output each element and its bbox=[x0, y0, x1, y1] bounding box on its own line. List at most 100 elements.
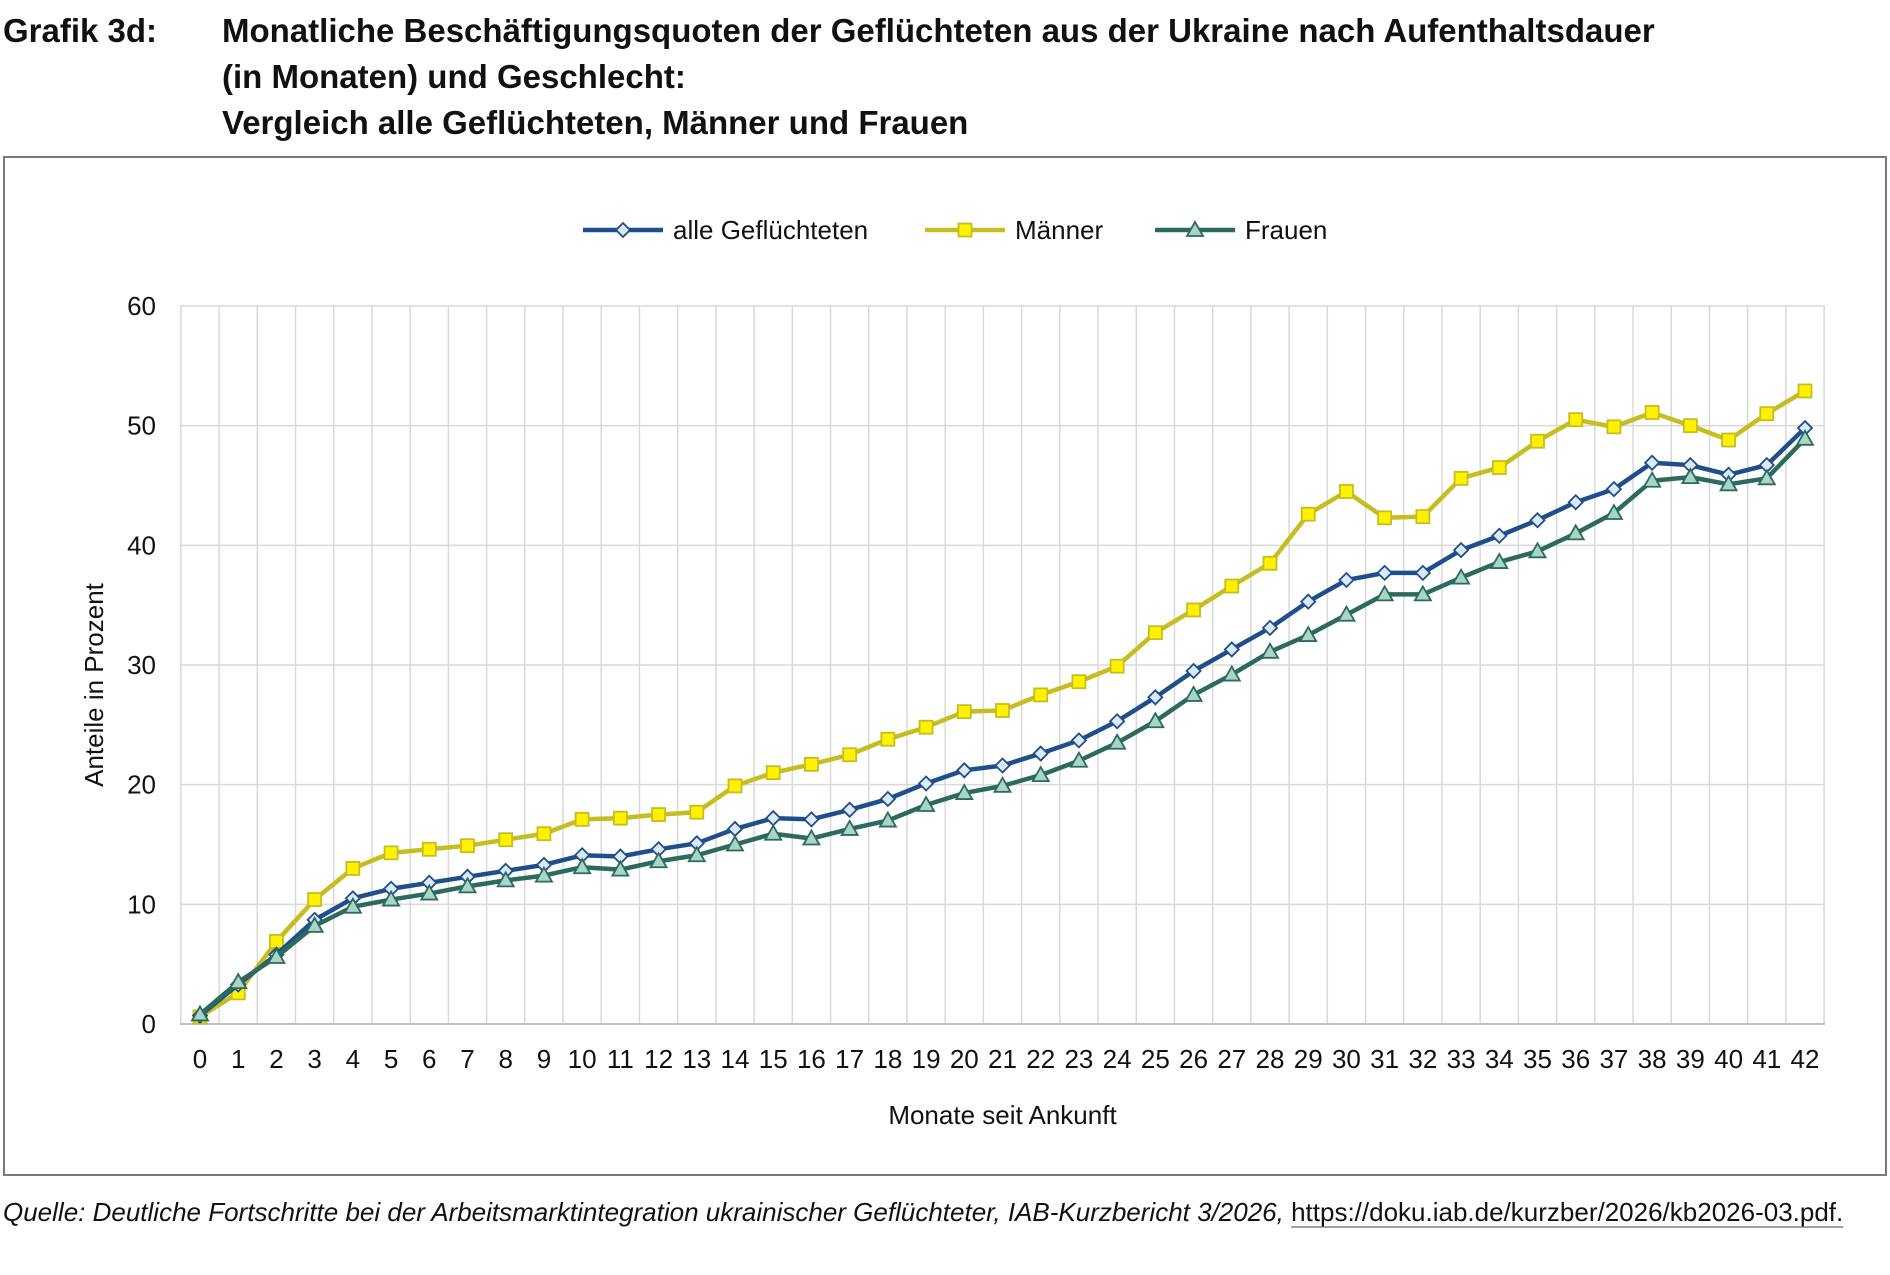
y-tick-labels: 0 10 20 30 40 50 60 bbox=[127, 291, 156, 1039]
data-point-alle bbox=[1338, 571, 1355, 589]
x-tick-label: 34 bbox=[1485, 1044, 1514, 1074]
data-point-alle bbox=[1414, 564, 1432, 582]
data-point-maenner bbox=[1644, 405, 1660, 420]
data-point-frauen bbox=[1413, 584, 1433, 602]
data-point-frauen bbox=[305, 916, 325, 933]
x-axis-label: Monate seit Ankunft bbox=[888, 1100, 1117, 1130]
data-point-frauen bbox=[1031, 765, 1051, 782]
data-point-maenner bbox=[1224, 578, 1240, 594]
data-point-maenner bbox=[536, 826, 552, 842]
data-point-maenner bbox=[1568, 412, 1584, 428]
x-tick-label: 20 bbox=[950, 1044, 979, 1074]
data-point-alle bbox=[1643, 454, 1661, 472]
data-point-frauen bbox=[1222, 664, 1242, 682]
data-point-maenner bbox=[1147, 625, 1163, 641]
x-tick-label: 16 bbox=[797, 1044, 826, 1074]
data-point-maenner bbox=[1033, 687, 1049, 703]
data-point-alle bbox=[1147, 689, 1164, 706]
x-tick-label: 25 bbox=[1141, 1044, 1170, 1074]
y-tick-label: 0 bbox=[142, 1009, 156, 1039]
data-point-frauen bbox=[954, 783, 974, 800]
data-point-alle bbox=[1108, 712, 1126, 730]
legend-item-alle: alle Geflüchteten bbox=[583, 215, 868, 245]
x-tick-labels: 0 1 2 3 4 5 6 7 8 9 10 11 12 13 14 15 16 17 18 19 20 21 22 23 24… bbox=[193, 1044, 1820, 1074]
data-point-alle bbox=[1223, 641, 1241, 658]
data-point-frauen bbox=[1260, 642, 1280, 659]
data-point-frauen bbox=[381, 889, 401, 907]
x-tick-label: 23 bbox=[1064, 1044, 1093, 1074]
data-point-frauen bbox=[1795, 429, 1815, 446]
x-tick-label: 26 bbox=[1179, 1044, 1208, 1074]
x-tick-label: 14 bbox=[721, 1044, 750, 1074]
x-tick-label: 11 bbox=[607, 1044, 634, 1074]
x-tick-label: 37 bbox=[1599, 1044, 1628, 1074]
data-point-frauen bbox=[1375, 584, 1395, 602]
data-point-frauen bbox=[763, 823, 783, 841]
data-point-maenner bbox=[498, 832, 514, 848]
x-tick-label: 29 bbox=[1294, 1044, 1323, 1074]
chart-frame: 0 10 20 30 40 50 60 0 1 2 3 4 5 6 7 8 9 10 11 12 13 14 15 16 17 1… bbox=[3, 156, 1887, 1176]
x-tick-label: 4 bbox=[346, 1044, 360, 1074]
data-point-frauen bbox=[1719, 474, 1739, 492]
data-point-maenner bbox=[1377, 510, 1393, 526]
data-point-frauen bbox=[1757, 468, 1777, 486]
y-tick-label: 60 bbox=[127, 291, 156, 321]
data-point-frauen bbox=[1298, 625, 1318, 642]
data-point-frauen bbox=[1145, 711, 1165, 729]
figure-title-line-3: Vergleich alle Geflüchteten, Männer und … bbox=[222, 104, 969, 141]
data-point-frauen bbox=[534, 865, 554, 883]
x-tick-label: 19 bbox=[912, 1044, 941, 1074]
legend: alle Geflüchteten Männer Frauen bbox=[583, 215, 1327, 245]
figure-title: Monatliche Beschäftigungsquoten der Gefl… bbox=[222, 8, 1862, 146]
data-point-frauen bbox=[878, 810, 898, 828]
data-point-frauen bbox=[801, 828, 821, 846]
data-point-maenner bbox=[460, 838, 475, 854]
x-tick-label: 41 bbox=[1752, 1044, 1781, 1074]
data-point-maenner bbox=[1606, 419, 1622, 435]
x-tick-label: 10 bbox=[568, 1044, 597, 1074]
x-tick-label: 0 bbox=[193, 1044, 207, 1074]
data-point-maenner bbox=[956, 704, 972, 720]
data-point-frauen bbox=[190, 1004, 210, 1022]
x-tick-label: 32 bbox=[1408, 1044, 1437, 1074]
x-tick-label: 33 bbox=[1447, 1044, 1476, 1074]
x-tick-label: 38 bbox=[1638, 1044, 1667, 1074]
data-point-alle bbox=[1376, 564, 1393, 582]
figure-label: Grafik 3d: bbox=[3, 12, 158, 49]
data-point-frauen bbox=[1604, 503, 1624, 520]
x-tick-label: 17 bbox=[835, 1044, 864, 1074]
data-point-maenner bbox=[269, 934, 284, 949]
data-point-alle bbox=[956, 762, 973, 779]
x-tick-label: 42 bbox=[1791, 1044, 1820, 1074]
data-point-alle bbox=[1567, 493, 1584, 511]
data-point-alle bbox=[764, 809, 782, 827]
data-point-maenner bbox=[1300, 506, 1316, 522]
data-point-alle bbox=[917, 775, 935, 792]
data-point-frauen bbox=[343, 896, 363, 914]
source-link[interactable]: https://doku.iab.de/kurzber/2026/kb2026-… bbox=[1291, 1197, 1844, 1227]
data-point-alle bbox=[994, 757, 1011, 774]
data-point-frauen bbox=[992, 776, 1013, 793]
x-tick-label: 21 bbox=[988, 1044, 1017, 1074]
data-point-frauen bbox=[496, 870, 516, 888]
y-axis-label: Anteile in Prozent bbox=[79, 582, 109, 787]
series-line-alle bbox=[198, 426, 1807, 1018]
data-point-alle bbox=[1261, 619, 1279, 637]
x-tick-label: 5 bbox=[384, 1044, 398, 1074]
data-point-maenner bbox=[880, 731, 896, 747]
legend-label: alle Geflüchteten bbox=[673, 215, 868, 245]
data-point-maenner bbox=[918, 719, 934, 735]
data-point-maenner bbox=[1530, 433, 1545, 449]
data-point-maenner bbox=[765, 765, 781, 781]
series-line-frauen bbox=[198, 437, 1807, 1017]
data-point-frauen bbox=[419, 883, 439, 901]
data-point-frauen bbox=[457, 876, 478, 894]
data-point-maenner bbox=[1797, 383, 1813, 399]
data-point-maenner bbox=[345, 861, 361, 876]
data-point-maenner bbox=[804, 756, 819, 772]
x-tick-label: 18 bbox=[873, 1044, 902, 1074]
y-tick-label: 40 bbox=[127, 530, 156, 560]
data-point-maenner bbox=[1721, 432, 1736, 448]
data-point-maenner bbox=[1682, 418, 1698, 434]
